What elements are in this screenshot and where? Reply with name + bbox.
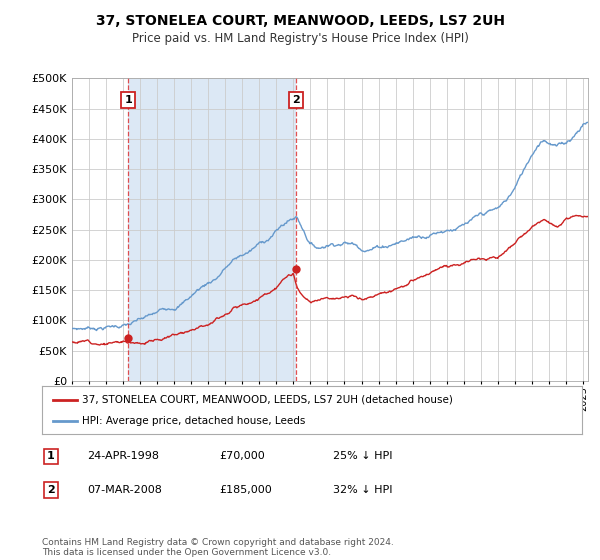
Text: 2: 2: [293, 95, 301, 105]
Text: 25% ↓ HPI: 25% ↓ HPI: [333, 451, 392, 461]
Text: HPI: Average price, detached house, Leeds: HPI: Average price, detached house, Leed…: [83, 416, 306, 426]
Text: 07-MAR-2008: 07-MAR-2008: [87, 485, 162, 495]
Bar: [128, 78, 296, 381]
Text: 32% ↓ HPI: 32% ↓ HPI: [333, 485, 392, 495]
Text: £185,000: £185,000: [219, 485, 272, 495]
Text: Contains HM Land Registry data © Crown copyright and database right 2024.
This d: Contains HM Land Registry data © Crown c…: [42, 538, 394, 557]
Text: 1: 1: [124, 95, 132, 105]
Text: 37, STONELEA COURT, MEANWOOD, LEEDS, LS7 2UH (detached house): 37, STONELEA COURT, MEANWOOD, LEEDS, LS7…: [83, 395, 454, 405]
Text: 37, STONELEA COURT, MEANWOOD, LEEDS, LS7 2UH: 37, STONELEA COURT, MEANWOOD, LEEDS, LS7…: [95, 14, 505, 28]
Text: £70,000: £70,000: [219, 451, 265, 461]
Text: 2: 2: [47, 485, 55, 495]
Text: 1: 1: [47, 451, 55, 461]
Text: Price paid vs. HM Land Registry's House Price Index (HPI): Price paid vs. HM Land Registry's House …: [131, 32, 469, 45]
Text: 24-APR-1998: 24-APR-1998: [87, 451, 159, 461]
